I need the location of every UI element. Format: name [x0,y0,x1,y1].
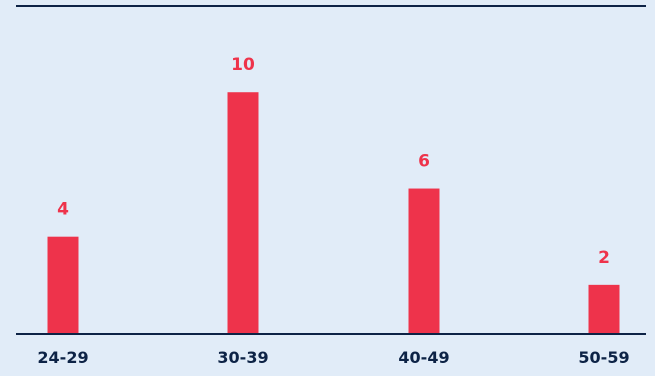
value-label-50-59: 2 [598,248,610,268]
bar-30-39 [227,92,259,333]
bar-50-59 [588,284,620,333]
value-label-24-29: 4 [57,200,69,220]
value-label-30-39: 10 [231,55,255,75]
x-tick-label-40-49: 40-49 [398,348,449,367]
x-tick-labels: 24-29 30-39 40-49 50-59 [37,348,629,367]
bar-40-49 [408,188,440,333]
bar-24-29 [47,236,79,333]
x-tick-label-30-39: 30-39 [217,348,268,367]
x-tick-label-50-59: 50-59 [578,348,629,367]
bars-group: 4 10 6 2 [47,55,620,333]
value-label-40-49: 6 [418,152,430,172]
x-tick-label-24-29: 24-29 [37,348,88,367]
